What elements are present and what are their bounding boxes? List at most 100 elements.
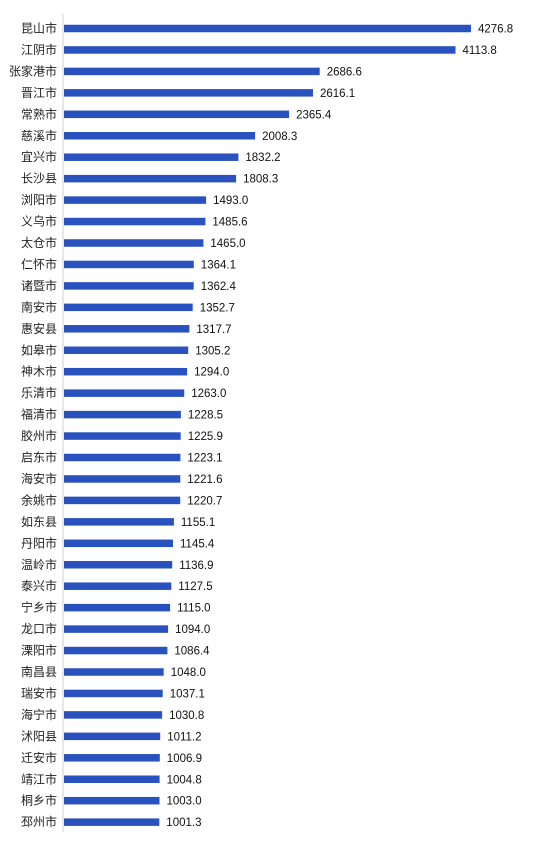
category-label: 福清市 [21,407,57,422]
category-label: 迁安市 [21,750,57,765]
category-label: 神木市 [21,364,57,379]
value-label: 1220.7 [187,495,222,507]
bar [64,796,160,805]
category-label: 常熟市 [21,106,57,121]
category-label: 长沙县 [21,172,57,186]
category-label: 泰兴市 [21,578,57,593]
value-label: 1001.3 [166,817,201,829]
category-label: 海宁市 [21,707,57,722]
category-label: 乐清市 [21,385,57,400]
value-label: 1155.1 [181,517,215,529]
category-label: 太仓市 [21,235,57,250]
value-label: 1225.9 [188,431,223,443]
bar [64,475,181,483]
value-label: 1115.0 [177,603,210,615]
value-label: 1465.0 [210,238,245,250]
value-label: 1145.4 [180,538,215,550]
bar [64,196,207,204]
value-label: 2008.3 [262,131,297,143]
category-label: 余姚市 [21,492,57,507]
category-label: 宜兴市 [21,149,57,164]
value-label: 1086.4 [174,646,210,658]
bar [64,754,160,762]
value-label: 1223.1 [187,453,222,465]
bar [64,539,173,548]
bar [64,46,456,54]
bar [64,110,290,119]
value-label: 1030.8 [169,710,204,722]
value-label: 4276.8 [478,24,513,36]
value-label: 1832.2 [245,152,280,164]
category-label: 诸暨市 [21,278,57,293]
value-label: 1011.2 [167,731,201,743]
category-label: 浏阳市 [21,192,57,207]
category-label: 启东市 [21,450,57,465]
value-label: 1004.8 [167,774,202,786]
category-label: 溧阳市 [21,643,57,658]
bar [64,668,164,676]
bar [64,367,188,376]
category-label: 邳州市 [21,814,57,829]
category-label: 靖江市 [21,771,57,786]
category-label: 温岭市 [21,557,57,572]
bar [64,453,181,462]
value-label: 4113.8 [463,45,497,57]
category-label: 瑞安市 [21,685,57,700]
bar [64,625,169,633]
bar [64,496,181,505]
bar [64,603,171,612]
value-label: 1048.0 [171,667,206,679]
value-label: 2365.4 [296,109,332,121]
bar [64,389,185,397]
bar [64,153,239,161]
bar [64,646,168,655]
value-label: 2616.1 [320,88,355,100]
value-label: 1808.3 [243,174,278,186]
bar [64,132,256,140]
bar [64,561,173,569]
value-label: 1493.0 [213,195,248,207]
value-label: 1263.0 [191,388,226,400]
bar [64,346,189,354]
category-label: 海安市 [21,471,57,486]
category-label: 胶州市 [21,428,57,443]
category-label: 丹阳市 [21,535,57,550]
category-label: 如皋市 [21,342,57,357]
category-label: 昆山市 [21,21,57,36]
value-label: 1136.9 [179,560,213,572]
bar [64,67,320,76]
category-label: 如东县 [21,514,57,529]
bar [64,89,313,97]
value-label: 1485.6 [212,217,247,229]
value-label: 1006.9 [167,753,202,765]
category-label: 晋江市 [21,85,57,100]
bar-rows: 昆山市 4276.8 江阴市 4113.8 张家港市 2686.6 晋江市 2616.1 常熟市… [9,21,513,830]
category-label: 沭阳县 [21,729,57,743]
value-label: 1003.0 [167,796,202,808]
value-label: 1094.0 [175,624,210,636]
bar [64,689,163,698]
value-label: 1352.7 [200,302,235,314]
bar [64,260,194,269]
category-label: 桐乡市 [21,793,57,808]
category-label: 慈溪市 [21,128,57,143]
bar [64,711,163,719]
bar [64,432,181,440]
bar [64,217,206,226]
bar [64,582,172,590]
bar [64,282,194,290]
bar [64,303,193,312]
bar [64,325,190,333]
category-label: 张家港市 [9,63,57,78]
value-label: 1305.2 [195,345,230,357]
bar [64,410,181,419]
value-label: 1228.5 [188,410,223,422]
category-label: 仁怀市 [21,256,57,271]
category-label: 惠安县 [21,321,57,336]
bar [64,732,161,741]
value-label: 2686.6 [327,66,362,78]
bar [64,239,204,247]
value-label: 1294.0 [194,367,229,379]
value-label: 1362.4 [201,281,237,293]
